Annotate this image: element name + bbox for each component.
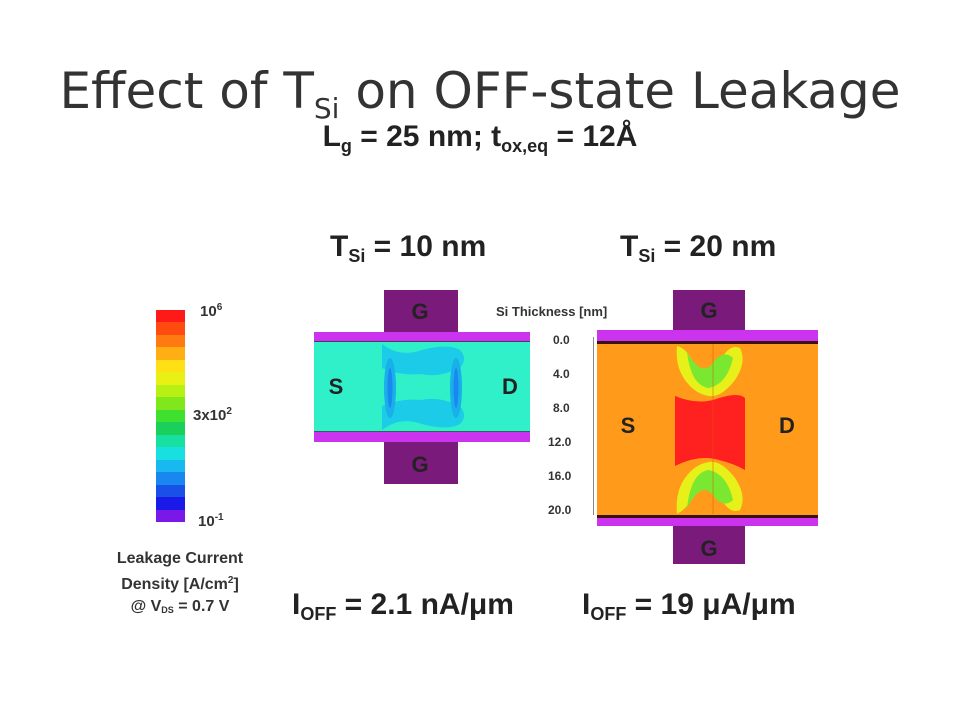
colorbar-swatch (156, 472, 185, 485)
oxide-top-10nm (314, 332, 530, 342)
drain-label-10nm: D (502, 374, 518, 399)
colorbar-swatch (156, 434, 185, 448)
tick-4: 4.0 (553, 367, 570, 381)
tick-8: 8.0 (553, 401, 570, 415)
drain-label-20nm: D (779, 413, 795, 438)
gate-bottom-label-20nm: G (700, 536, 717, 561)
si-thickness-label: Si Thickness [nm] (496, 304, 608, 319)
colorbar-swatch (156, 484, 185, 498)
legend-caption-line3: @ VDS = 0.7 V (130, 598, 230, 615)
device-20nm-diagram: G G S D (597, 290, 818, 564)
page-subtitle: Lg = 25 nm; tox,eq = 12Å (322, 120, 638, 156)
colorbar-swatch (156, 497, 185, 510)
colorbar-swatch (156, 447, 185, 460)
colorbar-swatch (156, 422, 185, 435)
colorbar-swatch (156, 459, 185, 473)
tick-20: 20.0 (548, 503, 572, 517)
gate-top-label-10nm: G (411, 299, 428, 324)
colorbar-swatch (156, 409, 185, 423)
tick-16: 16.0 (548, 469, 572, 483)
device-10nm-diagram: G G S D (314, 290, 530, 484)
colorbar-swatch (156, 372, 185, 385)
legend-caption-line2: Density [A/cm2] (121, 575, 239, 593)
source-label-10nm: S (329, 374, 344, 399)
colorbar-swatch (156, 359, 185, 373)
tick-12: 12.0 (548, 435, 572, 449)
gate-bottom-label-10nm: G (411, 452, 428, 477)
oxide-top-20nm (597, 330, 818, 341)
tsi-10nm-label: TSi = 10 nm (330, 230, 487, 266)
legend-caption: Leakage Current Density [A/cm2] @ VDS = … (70, 548, 290, 621)
legend-caption-line1: Leakage Current (116, 550, 244, 567)
gate-top-label-20nm: G (700, 298, 717, 323)
page-title: Effect of TSi on OFF-state Leakage (59, 62, 901, 125)
gate-top-10nm (384, 290, 458, 332)
colorbar-swatch (156, 347, 185, 360)
colorbar-swatch (156, 310, 185, 323)
ioff-10nm-label: IOFF = 2.1 nA/μm (292, 588, 514, 624)
ioff-20nm-label: IOFF = 19 μA/μm (582, 588, 796, 624)
colorbar-swatch (156, 334, 185, 348)
source-label-20nm: S (621, 413, 636, 438)
gate-bottom-10nm (384, 442, 458, 484)
colorbar-swatch (156, 509, 185, 522)
si-thickness-axis: 0.0 4.0 8.0 12.0 16.0 20.0 (540, 333, 600, 533)
colorbar-swatch (156, 397, 185, 410)
oxide-bottom-10nm (314, 432, 530, 442)
tick-0: 0.0 (553, 333, 570, 347)
colorbar-swatch (156, 322, 185, 335)
colorbar-swatch (156, 384, 185, 398)
tsi-20nm-label: TSi = 20 nm (620, 230, 777, 266)
gate-bottom-20nm (673, 524, 745, 564)
colorbar-mid-label: 3x102 (193, 406, 232, 424)
colorbar-bottom-label: 10-1 (198, 512, 224, 530)
colorbar-top-label: 106 (200, 302, 223, 320)
oxide-bottom-20nm (597, 518, 818, 526)
gate-top-20nm (673, 290, 745, 330)
colorbar (156, 310, 185, 522)
